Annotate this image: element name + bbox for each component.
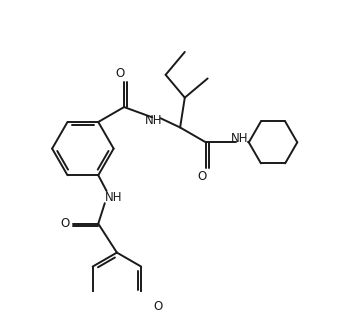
Text: O: O: [116, 67, 125, 80]
Text: O: O: [198, 170, 207, 183]
Text: O: O: [153, 300, 162, 312]
Text: NH: NH: [231, 132, 248, 145]
Text: O: O: [60, 217, 69, 230]
Text: NH: NH: [104, 191, 122, 204]
Text: NH: NH: [145, 114, 163, 127]
